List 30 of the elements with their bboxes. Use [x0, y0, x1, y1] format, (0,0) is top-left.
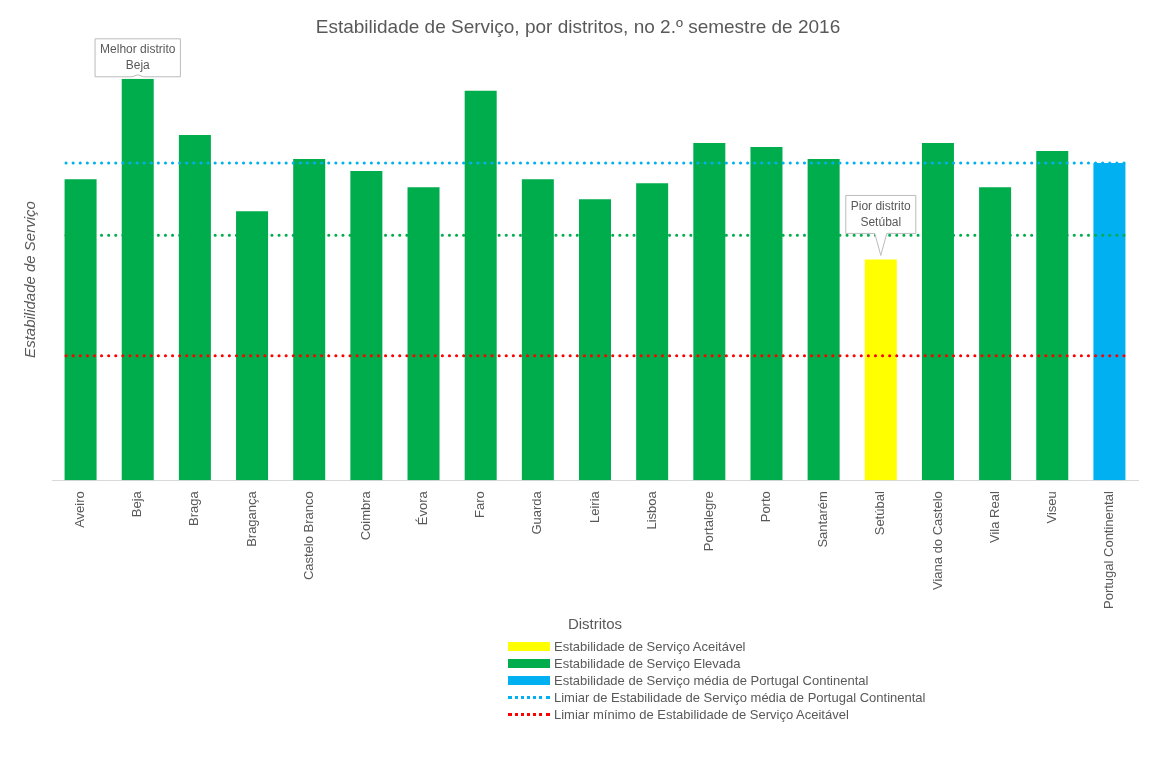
x-tick-label: Santarém: [815, 491, 831, 548]
x-tick-label: Leiria: [586, 490, 602, 523]
legend-label: Limiar mínimo de Estabilidade de Serviço Aceitável: [554, 707, 849, 722]
x-tick-label: Aveiro: [72, 491, 88, 528]
legend-label: Estabilidade de Serviço Elevada: [554, 656, 741, 671]
annotation: Melhor distrito Beja: [100, 42, 176, 73]
x-tick-label: Portugal Continental: [1101, 491, 1116, 610]
x-tick-label: Coimbra: [357, 490, 373, 541]
x-tick-label: Vila Real: [986, 491, 1002, 543]
x-tick-label: Beja: [129, 490, 145, 518]
x-tick-label: Portalegre: [700, 491, 716, 552]
y-axis-title: Estabilidade de Serviço: [21, 201, 39, 358]
x-tick-label: Castelo Branco: [300, 491, 316, 581]
x-tick-label: Braga: [186, 490, 202, 526]
x-tick-label: Évora: [415, 490, 431, 526]
x-tick-label: Viseu: [1043, 491, 1059, 524]
chart-title: Estabilidade de Serviço, por distritos, no 2.º semestre de 2016: [315, 15, 841, 37]
bar: [864, 259, 897, 481]
x-tick-label: Bragança: [243, 490, 259, 547]
x-tick-label: Guarda: [529, 490, 545, 535]
legend-label: Limiar de Estabilidade de Serviço média de Portugal Continental: [554, 690, 926, 705]
x-tick-label: Viana do Castelo: [929, 491, 945, 590]
x-tick-label: Faro: [472, 491, 488, 518]
x-tick-label: Setúbal: [872, 491, 888, 536]
legend-label: Estabilidade de Serviço média de Portugal Continental: [554, 673, 869, 688]
legend-label: Estabilidade de Serviço Aceitável: [554, 639, 746, 654]
x-tick-label: Porto: [758, 491, 774, 523]
annotation: Pior distrito Setúbal: [850, 198, 912, 229]
x-tick-label: Lisboa: [643, 490, 659, 530]
x-axis-title: Distritos: [567, 615, 623, 633]
